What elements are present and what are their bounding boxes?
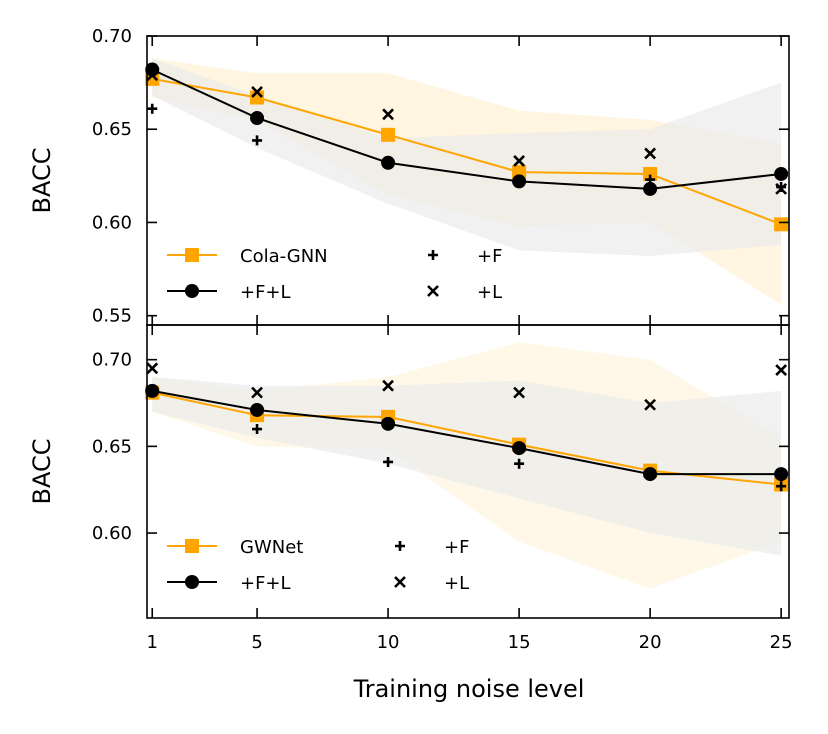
y-tick-label: 0.65 bbox=[92, 119, 132, 140]
data-point-circle bbox=[145, 383, 160, 398]
x-tick-label: 15 bbox=[508, 632, 531, 653]
legend-item: +F bbox=[428, 246, 502, 267]
series-line-f-l bbox=[152, 389, 782, 476]
data-point-circle bbox=[381, 155, 396, 170]
data-point-x bbox=[775, 364, 788, 376]
band--f-l bbox=[152, 377, 782, 556]
legend-label: +F bbox=[444, 537, 469, 558]
data-point-circle bbox=[774, 467, 789, 482]
data-point-x bbox=[513, 386, 526, 399]
y-tick-label: 0.65 bbox=[92, 436, 132, 457]
legend-label: +F+L bbox=[240, 282, 291, 303]
data-point-plus bbox=[147, 103, 158, 114]
data-point-x bbox=[382, 108, 394, 121]
data-point-x bbox=[251, 386, 263, 399]
legend-label: Cola-GNN bbox=[240, 246, 328, 267]
legend-item: +F+L bbox=[167, 282, 291, 303]
x-tick-label: 10 bbox=[377, 632, 400, 653]
data-point-circle bbox=[381, 416, 396, 431]
y-tick-label: 0.60 bbox=[92, 212, 132, 233]
data-point-x bbox=[382, 379, 394, 392]
y-tick-label: 0.55 bbox=[92, 306, 132, 327]
x-tick-label: 1 bbox=[147, 632, 158, 653]
data-point-square bbox=[381, 127, 396, 142]
legend-marker-x bbox=[427, 285, 439, 297]
series-line-model bbox=[151, 391, 782, 486]
data-point-x bbox=[513, 155, 526, 167]
data-point-x bbox=[251, 86, 263, 98]
data-point-x bbox=[775, 182, 788, 195]
legend-label: +L bbox=[444, 573, 469, 594]
data-point-plus bbox=[776, 481, 787, 492]
legend-item: +L bbox=[394, 573, 469, 594]
data-point-square bbox=[643, 166, 658, 181]
legend-label: GWNet bbox=[240, 537, 303, 558]
plot-frame bbox=[146, 324, 790, 619]
legend-marker-circle bbox=[185, 284, 199, 298]
legend-marker-plus bbox=[395, 541, 405, 551]
data-point-plus bbox=[514, 458, 525, 469]
data-point-plus bbox=[383, 456, 394, 467]
data-point-circle bbox=[250, 111, 265, 126]
legend-label: +F bbox=[477, 246, 502, 267]
legend-item: Cola-GNN bbox=[167, 246, 328, 267]
x-tick-label: 25 bbox=[770, 632, 793, 653]
data-point-circle bbox=[512, 441, 527, 456]
data-point-x bbox=[644, 398, 657, 411]
data-point-plus bbox=[252, 424, 263, 435]
x-tick-label: 20 bbox=[639, 632, 662, 653]
data-point-plus bbox=[645, 174, 656, 185]
y-axis-label: BACC bbox=[28, 148, 56, 214]
legend-item: +F+L bbox=[167, 573, 291, 594]
y-tick-label: 0.70 bbox=[92, 26, 132, 47]
legend-marker-square bbox=[185, 539, 199, 553]
y-tick-label: 0.60 bbox=[92, 523, 132, 544]
data-point-x bbox=[146, 69, 159, 82]
data-point-plus bbox=[252, 135, 263, 146]
legend-label: +L bbox=[477, 282, 502, 303]
series-line-f-l bbox=[151, 68, 782, 190]
data-point-plus bbox=[645, 467, 656, 478]
x-axis-label: Training noise level bbox=[353, 675, 585, 703]
data-point-x bbox=[146, 362, 159, 375]
legend-label: +F+L bbox=[240, 573, 291, 594]
series-line-model bbox=[152, 77, 782, 226]
data-point-circle bbox=[512, 174, 527, 189]
data-point-x bbox=[644, 147, 657, 160]
legend-marker-circle bbox=[185, 575, 199, 589]
data-point-square bbox=[774, 217, 789, 232]
legend-item: +F bbox=[395, 537, 469, 558]
legend-item: +L bbox=[427, 282, 502, 303]
legend-marker-plus bbox=[428, 250, 438, 260]
y-tick-label: 0.70 bbox=[92, 350, 132, 371]
legend-marker-x bbox=[394, 576, 406, 588]
data-point-circle bbox=[643, 181, 658, 196]
data-point-circle bbox=[774, 166, 789, 181]
x-tick-label: 5 bbox=[251, 632, 262, 653]
y-axis-label: BACC bbox=[28, 439, 56, 505]
data-point-circle bbox=[250, 402, 265, 417]
legend-item: GWNet bbox=[167, 537, 303, 558]
legend-marker-square bbox=[185, 248, 199, 262]
